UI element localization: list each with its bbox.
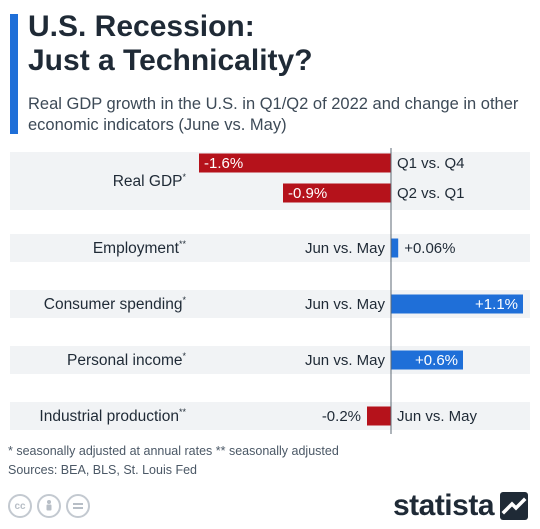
row-label: Consumer spending* — [44, 295, 187, 313]
nd-icon[interactable] — [66, 494, 90, 518]
value-label: +1.1% — [475, 296, 518, 313]
by-icon[interactable] — [37, 494, 61, 518]
license-icons: cc — [8, 494, 90, 518]
value-label: -1.6% — [204, 155, 243, 172]
bar — [391, 294, 523, 314]
cc-icon[interactable]: cc — [8, 494, 32, 518]
footnote: * seasonally adjusted at annual rates **… — [8, 444, 339, 458]
bar — [283, 183, 391, 203]
statista-logo-icon — [500, 492, 528, 520]
value-label: +0.06% — [404, 240, 455, 257]
bar — [367, 406, 391, 426]
chart-title: U.S. Recession: Just a Technicality? — [28, 10, 313, 77]
chart-subtitle: Real GDP growth in the U.S. in Q1/Q2 of … — [28, 95, 519, 134]
period-label: Jun vs. May — [305, 240, 386, 257]
value-label: -0.9% — [288, 185, 327, 202]
period-label: Q1 vs. Q4 — [397, 155, 465, 172]
bar — [391, 238, 399, 258]
value-label: -0.2% — [322, 408, 361, 425]
period-label: Jun vs. May — [305, 352, 386, 369]
row-label: Employment** — [93, 239, 187, 257]
brand-name: statista — [392, 489, 495, 522]
period-label: Jun vs. May — [397, 408, 478, 425]
period-label: Jun vs. May — [305, 296, 386, 313]
bar — [199, 153, 391, 173]
bar-chart: Real GDP* -1.6% Q1 vs. Q4 -0.9% Q2 vs. Q1 Emp… — [10, 148, 530, 434]
row-label: Real GDP* — [113, 172, 187, 190]
row-label: Personal income* — [67, 351, 186, 369]
sources-note: Sources: BEA, BLS, St. Louis Fed — [8, 463, 197, 477]
statista-logo[interactable]: statista — [393, 489, 528, 523]
row-band — [10, 234, 530, 262]
row-band — [10, 402, 530, 430]
bar — [391, 350, 463, 370]
value-label: +0.6% — [415, 352, 458, 369]
row-label: Industrial production** — [39, 407, 186, 425]
title-accent-bar — [10, 14, 18, 134]
period-label: Q2 vs. Q1 — [397, 185, 465, 202]
